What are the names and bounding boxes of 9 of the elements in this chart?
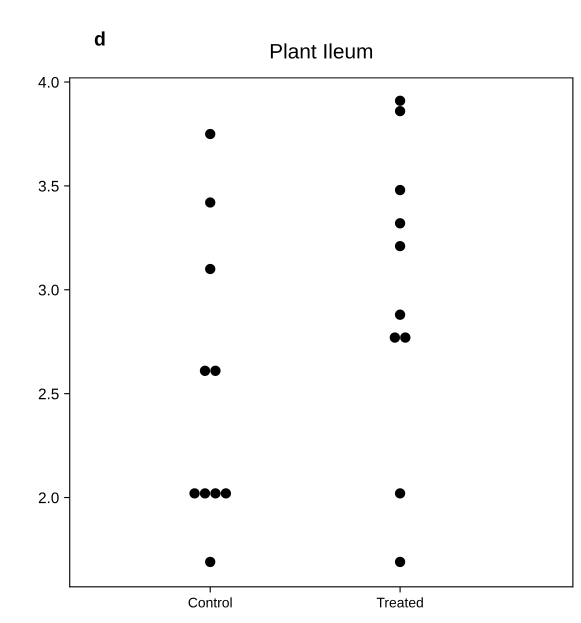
y-tick-label: 4.0 [38,76,59,88]
y-tick-label: 2.5 [38,388,59,400]
y-tick-label: 3.0 [38,284,59,296]
x-tick-label: Treated [376,597,423,608]
chart-title: Plant Ileum [270,43,372,59]
x-tick-label: Control [188,597,232,608]
text: d [94,31,105,46]
y-tick-label: 2.0 [38,492,59,504]
y-tick-label: 3.5 [38,180,59,192]
